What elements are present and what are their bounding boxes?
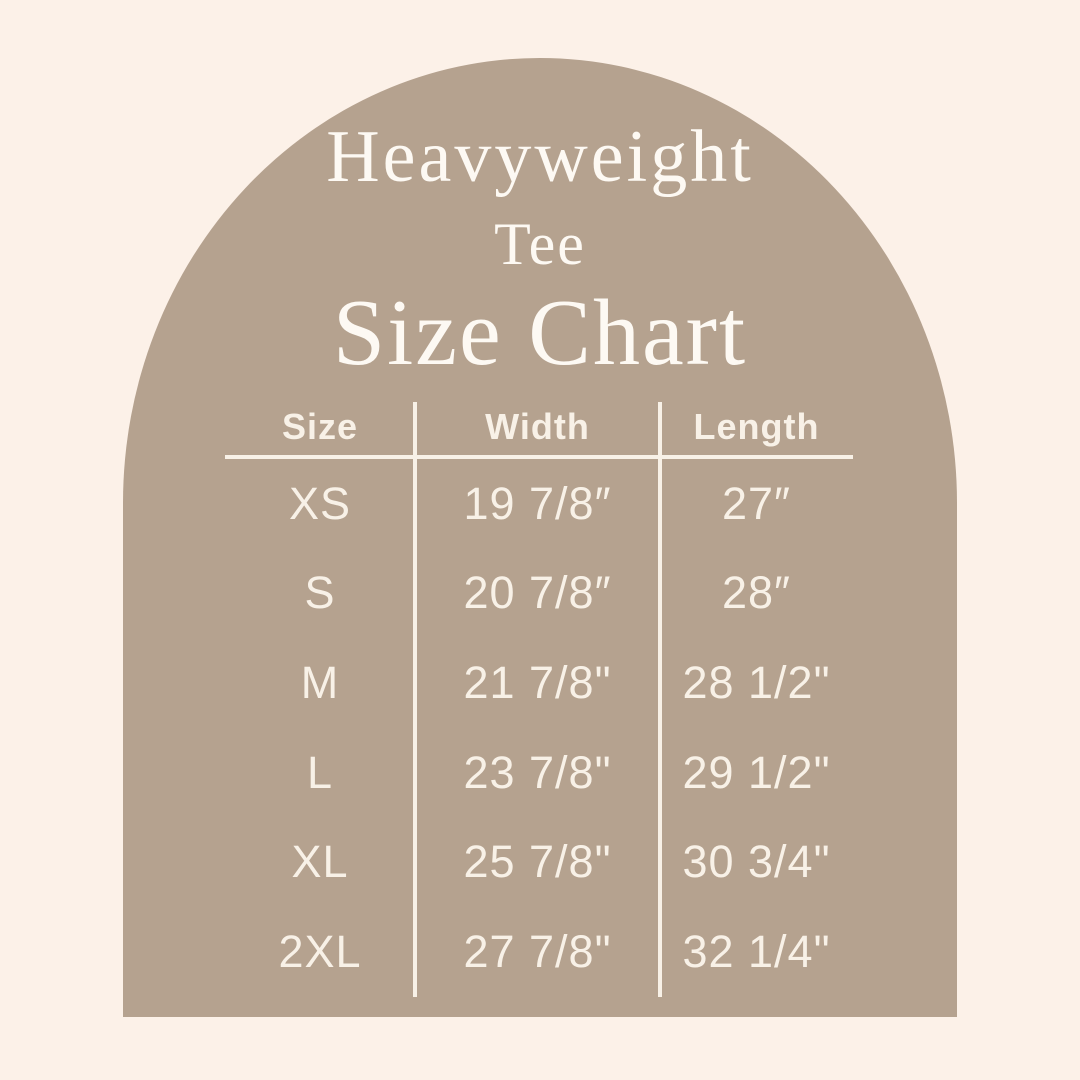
table-row: M 21 7/8" 28 1/2" (225, 638, 853, 728)
table-row: L 23 7/8" 29 1/2" (225, 728, 853, 818)
header-length: Length (693, 406, 820, 447)
title-block: Heavyweight Tee Size Chart (123, 120, 957, 380)
length-cell: 28″ (722, 567, 791, 619)
length-cell: 27″ (722, 477, 791, 529)
table-row: 2XL 27 7/8" 32 1/4" (225, 907, 853, 997)
column-divider-2 (658, 402, 662, 997)
size-cell: M (300, 657, 340, 709)
arch-background: Heavyweight Tee Size Chart Size Width Le… (123, 58, 957, 1017)
size-cell: S (304, 567, 336, 619)
width-cell: 25 7/8" (463, 836, 612, 888)
size-cell: XS (288, 477, 352, 529)
table-row: XS 19 7/8″ 27″ (225, 459, 853, 549)
size-cell: L (306, 746, 334, 798)
width-cell: 23 7/8" (463, 746, 612, 798)
chart-title: Size Chart (332, 281, 748, 385)
width-cell: 19 7/8″ (463, 477, 612, 529)
size-cell: XL (291, 836, 349, 888)
length-cell: 30 3/4" (682, 836, 831, 888)
width-cell: 27 7/8" (463, 926, 612, 978)
header-size: Size (281, 406, 359, 447)
table-header-row: Size Width Length (225, 402, 853, 452)
size-cell: 2XL (278, 926, 362, 978)
product-title-line1: Heavyweight (326, 116, 754, 198)
width-cell: 20 7/8″ (463, 567, 612, 619)
table-body: XS 19 7/8″ 27″ S 20 7/8″ 28″ M 21 7/8" 2… (225, 459, 853, 997)
table-row: S 20 7/8″ 28″ (225, 549, 853, 639)
table-row: XL 25 7/8" 30 3/4" (225, 818, 853, 908)
column-divider-1 (413, 402, 417, 997)
header-width: Width (485, 406, 590, 447)
product-title-line2: Tee (494, 211, 586, 277)
length-cell: 28 1/2" (682, 657, 831, 709)
width-cell: 21 7/8" (463, 657, 612, 709)
header-underline (225, 455, 853, 459)
length-cell: 32 1/4" (682, 926, 831, 978)
size-table: Size Width Length XS 19 7/8″ 27″ S 20 7/… (225, 402, 853, 997)
length-cell: 29 1/2" (682, 746, 831, 798)
